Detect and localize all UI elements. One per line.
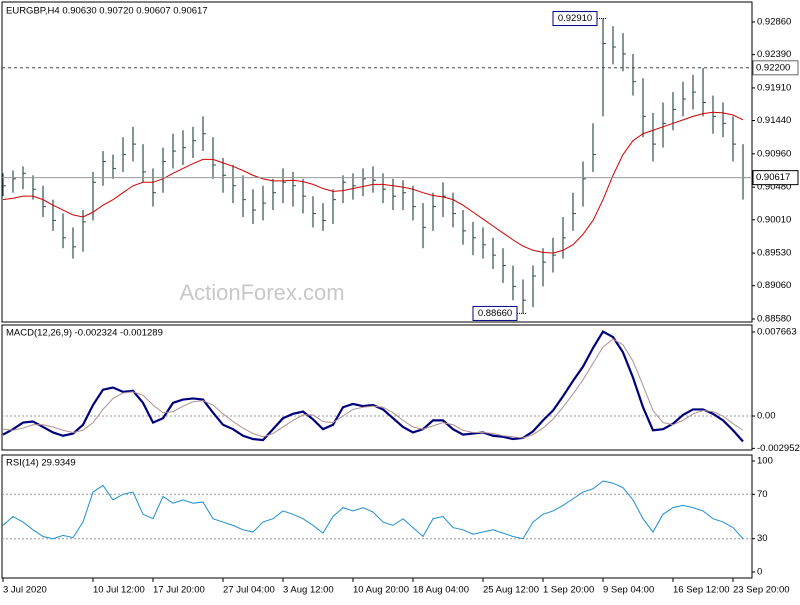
y-tick-label: 0.90480 — [757, 182, 791, 193]
y-tick-label: 0.007663 — [757, 327, 797, 338]
x-tick-label: 3 Jul 2020 — [3, 585, 47, 596]
indicator-line — [2, 338, 744, 439]
price-label-box — [752, 60, 799, 76]
y-tick-label: 0.00 — [757, 411, 776, 422]
y-tick-label: 0.88580 — [757, 314, 791, 325]
y-tick-label: 0.90010 — [757, 214, 791, 225]
price-label: 0.92200 — [756, 62, 790, 73]
x-tick-label: 9 Sep 04:00 — [603, 585, 654, 596]
rsi-panel — [1, 454, 753, 579]
y-tick-label: 30 — [757, 533, 768, 544]
macd-panel — [1, 324, 753, 451]
x-tick-label: 16 Sep 12:00 — [673, 585, 730, 596]
price-label: 0.90617 — [756, 172, 790, 183]
y-tick-label: 0.89530 — [757, 248, 791, 259]
indicator-line — [2, 480, 744, 540]
y-tick-label: 0.90960 — [757, 148, 791, 159]
x-tick-label: 18 Aug 04:00 — [413, 585, 469, 596]
x-tick-label: 3 Aug 12:00 — [283, 585, 334, 596]
indicator-line — [2, 330, 744, 443]
panel-title: RSI(14) 29.9349 — [6, 458, 76, 469]
y-tick-label: 0.91910 — [757, 82, 791, 93]
price-label-box — [752, 170, 799, 186]
indicator-line — [2, 111, 744, 254]
watermark: ActionForex.com — [179, 280, 344, 305]
annotation-box — [552, 11, 598, 27]
annotation-label: 0.88660 — [478, 308, 512, 319]
annotation-label: 0.92910 — [558, 13, 592, 24]
x-tick-label: 25 Aug 12:00 — [483, 585, 539, 596]
y-tick-label: 0.92390 — [757, 49, 791, 60]
x-tick-label: 23 Sep 20:00 — [733, 585, 790, 596]
x-tick-label: 17 Jul 20:00 — [153, 585, 205, 596]
price-panel — [1, 1, 753, 323]
x-tick-label: 10 Aug 20:00 — [353, 585, 409, 596]
annotation-box — [472, 305, 518, 321]
x-tick-label: 27 Jul 04:00 — [223, 585, 275, 596]
panel-title: MACD(12,26,9) -0.002324 -0.001289 — [6, 328, 163, 339]
y-tick-label: 0.91440 — [757, 115, 791, 126]
y-tick-label: 0 — [757, 567, 762, 578]
y-tick-label: 70 — [757, 489, 768, 500]
y-tick-label: 0.89060 — [757, 280, 791, 291]
x-tick-label: 10 Jul 12:00 — [93, 585, 145, 596]
y-tick-label: -0.002952 — [757, 443, 800, 454]
panel-title: EURGBP,H4 0.90630 0.90720 0.90607 0.9061… — [6, 6, 208, 17]
y-tick-label: 100 — [757, 456, 773, 467]
x-tick-label: 1 Sep 20:00 — [543, 585, 594, 596]
y-tick-label: 0.92860 — [757, 17, 791, 28]
